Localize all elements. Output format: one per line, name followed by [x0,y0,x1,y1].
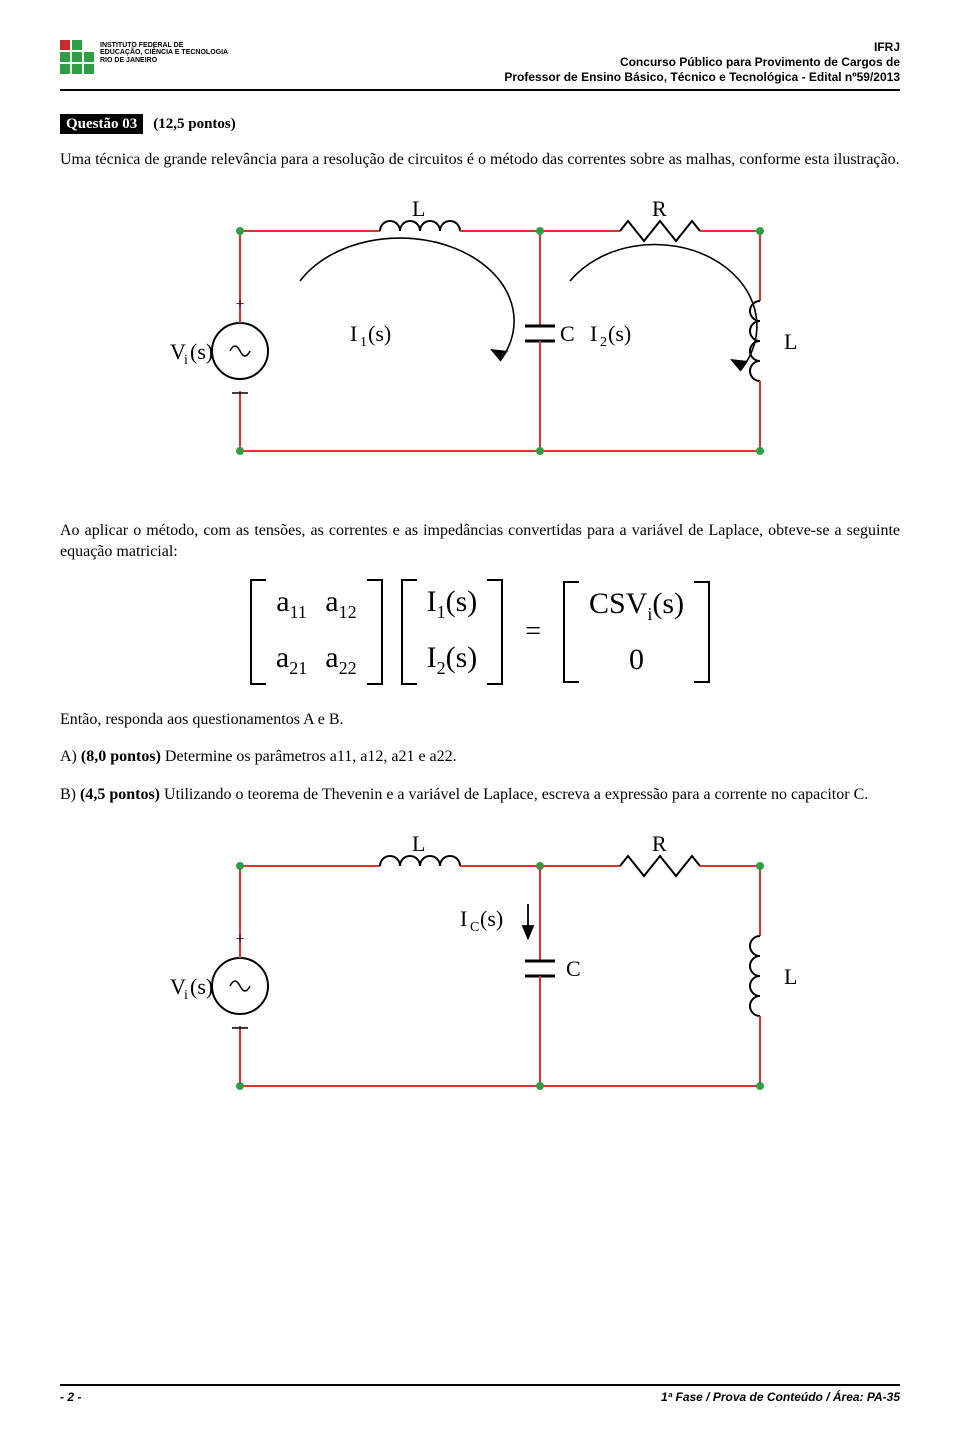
svg-text:(s): (s) [190,339,213,364]
item-b-label: B) [60,786,76,803]
a21-s: 21 [289,658,307,678]
a12-a: a [325,585,338,618]
svg-text:i: i [184,988,188,1003]
rhs-bot: 0 [629,643,644,677]
i1-a: I [427,585,437,618]
rhs-top-a: CSV [589,587,647,620]
svg-text:(s): (s) [480,906,503,931]
item-a-text: Determine os parâmetros a11, a12, a21 e … [165,748,457,765]
item-b: B) (4,5 pontos) Utilizando o teorema de … [60,784,900,806]
a11-s: 11 [290,602,307,622]
matrix-rhs: CSVi(s) 0 [563,581,710,683]
question-points: (12,5 pontos) [153,116,236,132]
svg-text:C: C [470,920,479,935]
svg-text:L: L [412,196,425,221]
logo-line2: EDUCAÇÃO, CIÊNCIA E TECNOLOGIA [100,49,228,56]
item-b-text: Utilizando o teorema de Thevenin e a var… [164,786,868,803]
circuit-diagram-1: + Vi(s) L R C L I [120,191,840,496]
logo-squares-icon [60,40,94,74]
svg-text:R: R [652,831,667,856]
svg-text:i: i [184,353,188,368]
question-badge: Questão 03 [60,114,143,134]
svg-text:+: + [235,296,244,313]
equals-sign: = [521,616,545,648]
question-title-row: Questão 03 (12,5 pontos) [60,115,900,133]
item-b-pts: (4,5 pontos) [80,786,160,803]
svg-text:(s): (s) [368,321,391,346]
item-a-pts: (8,0 pontos) [81,748,161,765]
matrix-A: a11 a12 a21 a22 [250,579,383,685]
a22-a: a [325,641,338,674]
i2-a: I [427,641,437,674]
a22-s: 22 [339,658,357,678]
header-r1: IFRJ [504,40,900,55]
rhs-top-t: (s) [652,587,684,620]
matrix-I: I1(s) I2(s) [401,579,504,685]
svg-text:L: L [784,964,797,989]
question-intro: Uma técnica de grande relevância para a … [60,149,900,171]
svg-text:(s): (s) [190,974,213,999]
svg-text:+: + [235,931,244,948]
a12-s: 12 [339,602,357,622]
item-a: A) (8,0 pontos) Determine os parâmetros … [60,746,900,768]
i2-t: (s) [446,641,478,674]
header-r2: Concurso Público para Provimento de Carg… [504,55,900,70]
logo-text: INSTITUTO FEDERAL DE EDUCAÇÃO, CIÊNCIA E… [100,42,228,64]
after-eq-text: Então, responda aos questionamentos A e … [60,709,900,731]
i1-t: (s) [446,585,478,618]
ifrj-logo: INSTITUTO FEDERAL DE EDUCAÇÃO, CIÊNCIA E… [60,40,228,74]
svg-text:C: C [566,956,581,981]
a21-a: a [276,641,289,674]
circuit-diagram-2: + Vi(s) L R C L IC(s) [120,826,840,1131]
svg-text:I: I [590,321,597,346]
page-header: INSTITUTO FEDERAL DE EDUCAÇÃO, CIÊNCIA E… [60,40,900,91]
item-a-label: A) [60,748,77,765]
svg-text:(s): (s) [608,321,631,346]
matrix-equation: a11 a12 a21 a22 I1(s) I2(s) = CSVi(s) 0 [60,579,900,685]
question-mid: Ao aplicar o método, com as tensões, as … [60,520,900,563]
svg-text:I: I [460,906,467,931]
svg-text:L: L [784,329,797,354]
footer-page: - 2 - [60,1390,81,1404]
svg-text:C: C [560,321,575,346]
footer-right: 1ª Fase / Prova de Conteúdo / Área: PA-3… [661,1390,900,1404]
svg-text:1: 1 [360,335,367,350]
header-right: IFRJ Concurso Público para Provimento de… [504,40,900,85]
svg-text:R: R [652,196,667,221]
svg-text:L: L [412,831,425,856]
page-footer: - 2 - 1ª Fase / Prova de Conteúdo / Área… [60,1384,900,1404]
i1-s: 1 [437,602,446,622]
i2-s: 2 [437,658,446,678]
a11-a: a [276,585,289,618]
header-r3: Professor de Ensino Básico, Técnico e Te… [504,70,900,85]
svg-text:2: 2 [600,335,607,350]
logo-line3: RIO DE JANEIRO [100,57,228,64]
svg-text:I: I [350,321,357,346]
